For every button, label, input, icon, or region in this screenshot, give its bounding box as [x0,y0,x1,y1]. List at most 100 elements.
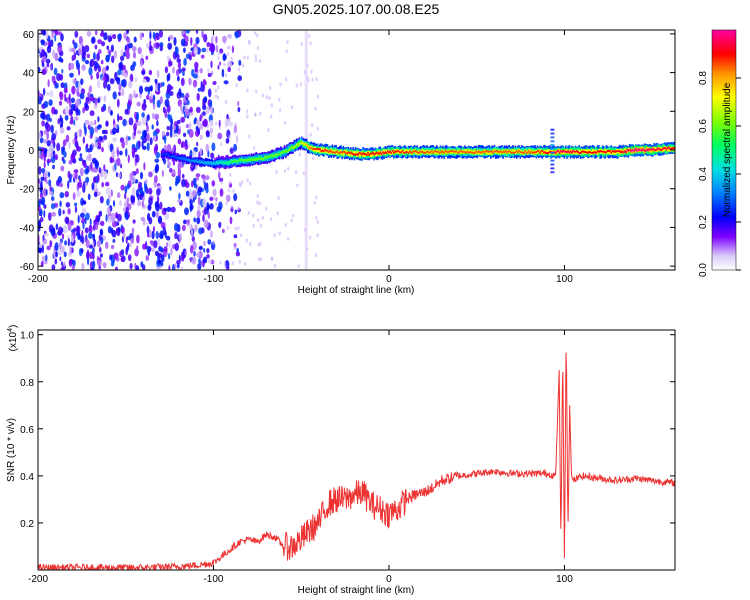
noise-speckle [205,175,210,181]
noise-speckle [149,30,152,40]
noise-speckle [207,68,210,74]
noise-speckle [38,166,42,175]
ridge-cell [636,149,638,152]
noise-speckle [205,143,210,153]
ridge-cell [289,147,292,152]
noise-speckle [55,154,58,161]
noise-speckle [226,113,229,120]
noise-speckle [172,66,175,74]
ridge-cell [227,161,229,163]
ridge-cell [354,153,357,156]
noise-speckle [283,169,287,173]
ridge-cell [572,150,574,155]
snr-panel: -200 -100 0 100 0.2 0.4 0.6 0.8 1.0 Height of s… [6,325,676,596]
noise-speckle [51,211,56,217]
noise-speckle [126,197,130,203]
chart-title: GN05.2025.107.00.08.E25 [273,1,440,17]
noise-speckle [111,229,117,238]
ridge-cell [558,149,561,154]
ridge-cell [662,147,664,150]
ridge-cell [513,152,515,154]
noise-speckle [256,33,259,38]
noise-speckle [286,237,290,241]
noise-speckle [180,103,183,112]
noise-speckle [51,264,56,270]
noise-speckle [174,51,178,58]
noise-speckle [315,195,318,200]
ridge-cell [547,152,550,154]
ridge-cell [604,148,606,153]
ridge-cell [492,149,495,154]
ridge-cell [622,151,625,154]
ridge-cell [528,150,530,153]
snr-x-tick-label: -100 [203,574,223,585]
noise-speckle [261,215,264,220]
noise-speckle [254,31,257,36]
ridge-cell [190,160,192,163]
noise-speckle [105,213,108,223]
ridge-cell [442,151,444,154]
noise-speckle [153,240,158,249]
noise-speckle [228,180,232,185]
ridge-cell [470,151,472,154]
noise-speckle [199,147,203,156]
ridge-cell [221,162,223,165]
noise-speckle [195,125,199,131]
noise-speckle [82,221,85,230]
ridge-cell [546,149,549,155]
ridge-cell [165,154,168,157]
ridge-cell [319,148,321,151]
ridge-cell [601,150,604,153]
noise-speckle [211,36,214,45]
noise-speckle [99,196,104,204]
noise-speckle [128,80,133,89]
ridge-cell [265,154,267,159]
ridge-cell [448,150,450,153]
noise-speckle [86,30,92,37]
noise-speckle [123,32,128,40]
noise-speckle [97,79,101,89]
noise-speckle [139,171,144,180]
ridge-cell [324,148,326,151]
noise-speckle [181,173,185,179]
noise-speckle [91,182,95,191]
noise-speckle [216,44,218,53]
noise-speckle [105,120,109,127]
ridge-cell [178,157,180,160]
noise-speckle [165,235,171,241]
ridge-cell [237,160,239,162]
noise-speckle [212,188,217,197]
noise-speckle [72,259,76,267]
noise-speckle [118,91,121,96]
noise-speckle [73,169,79,174]
noise-speckle [52,164,55,170]
noise-speckle [100,106,105,113]
ridge-cell [361,153,363,156]
noise-speckle [202,79,207,86]
ridge-cell [539,149,541,154]
ridge-cell [444,149,447,152]
noise-speckle [151,124,154,130]
noise-speckle [178,238,181,244]
noise-speckle [168,85,174,90]
ridge-cell [549,150,551,156]
noise-speckle [205,187,209,194]
noise-speckle [96,124,101,130]
ridge-cell [214,163,217,166]
noise-speckle [106,54,109,62]
noise-speckle [52,150,56,159]
ridge-cell [257,158,260,160]
noise-speckle [60,261,63,266]
noise-speckle [229,216,233,225]
noise-speckle [202,198,207,208]
noise-speckle [233,193,238,202]
ridge-cell [464,151,466,153]
noise-speckle [302,171,305,176]
ridge-cell [341,151,343,154]
ridge-cell [659,148,662,151]
noise-speckle [192,79,198,88]
ridge-cell [456,151,459,154]
ridge-cell [437,150,439,155]
noise-speckle [137,47,142,55]
